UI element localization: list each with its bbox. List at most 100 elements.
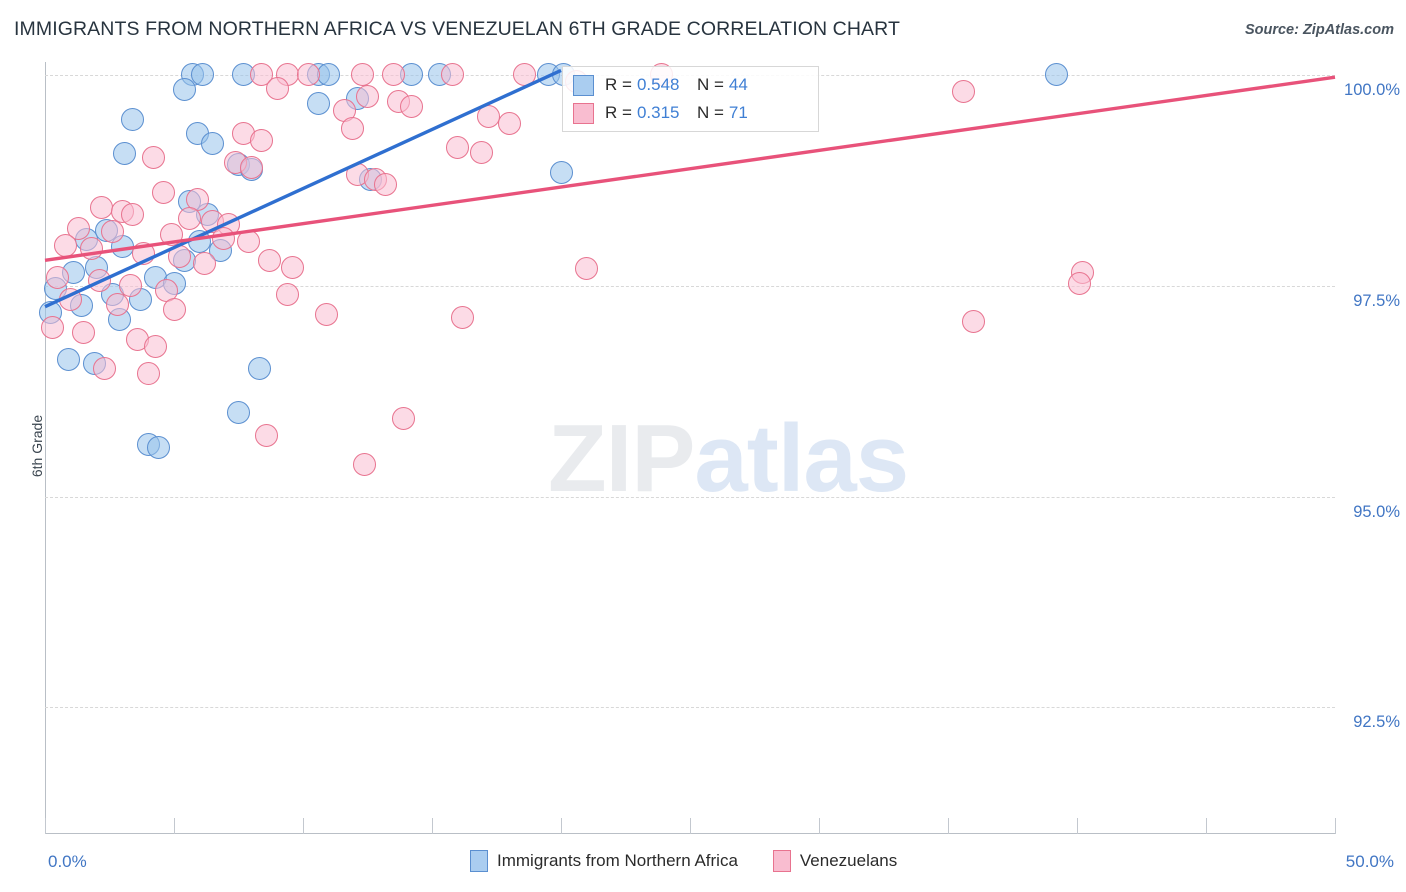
data-point[interactable] xyxy=(121,203,145,227)
data-point[interactable] xyxy=(477,105,501,129)
data-point[interactable] xyxy=(177,206,201,230)
gridline-975 xyxy=(45,285,1335,287)
data-point[interactable] xyxy=(201,132,225,156)
stats-r-value-blue: 0.548 xyxy=(636,75,680,94)
page-title: IMMIGRANTS FROM NORTHERN AFRICA VS VENEZ… xyxy=(14,18,900,40)
data-point[interactable] xyxy=(79,236,103,260)
data-point[interactable] xyxy=(381,63,405,87)
data-point[interactable] xyxy=(56,348,80,372)
data-point[interactable] xyxy=(247,356,271,380)
data-point[interactable] xyxy=(392,407,416,431)
data-point[interactable] xyxy=(211,226,235,250)
data-point[interactable] xyxy=(72,321,96,345)
data-point[interactable] xyxy=(340,117,364,141)
stats-r-value-pink: 0.315 xyxy=(636,103,680,122)
data-point[interactable] xyxy=(54,233,78,257)
data-point[interactable] xyxy=(356,85,379,109)
legend-label-immigrants-from-northern-africa: Immigrants from Northern Africa xyxy=(497,851,738,870)
data-point[interactable] xyxy=(469,140,493,164)
data-point[interactable] xyxy=(46,265,70,289)
data-point[interactable] xyxy=(162,297,186,321)
data-point[interactable] xyxy=(276,282,300,306)
data-point[interactable] xyxy=(136,361,160,385)
data-point[interactable] xyxy=(441,63,465,87)
x-tick-label: 0.0% xyxy=(48,852,87,871)
data-point[interactable] xyxy=(239,155,263,179)
data-point[interactable] xyxy=(250,128,274,152)
data-point[interactable] xyxy=(121,107,145,131)
data-point[interactable] xyxy=(41,316,65,340)
data-point[interactable] xyxy=(317,63,341,87)
data-point[interactable] xyxy=(446,135,470,159)
data-point[interactable] xyxy=(237,230,261,254)
data-point[interactable] xyxy=(451,306,475,330)
data-point[interactable] xyxy=(1068,272,1092,296)
data-point[interactable] xyxy=(257,248,281,272)
data-point[interactable] xyxy=(575,257,599,281)
data-point[interactable] xyxy=(497,112,521,136)
stats-row-immigrants-from-northern-africa: R = 0.548 N = 44 xyxy=(573,71,810,99)
data-point[interactable] xyxy=(353,452,377,476)
data-point[interactable] xyxy=(59,287,83,311)
data-point[interactable] xyxy=(227,400,250,424)
stats-swatch-pink xyxy=(573,102,594,124)
x-tick-mark xyxy=(1206,818,1207,834)
data-point[interactable] xyxy=(100,220,124,244)
stats-r-label-blue: R = xyxy=(605,75,632,94)
data-point[interactable] xyxy=(306,91,330,115)
series-legend: Immigrants from Northern Africa Venezuel… xyxy=(470,850,923,872)
data-point[interactable] xyxy=(141,145,165,169)
data-point[interactable] xyxy=(1044,63,1068,87)
y-tick-label: 95.0% xyxy=(1353,502,1400,521)
y-tick-label: 92.5% xyxy=(1353,713,1400,732)
data-point[interactable] xyxy=(172,78,196,102)
data-point[interactable] xyxy=(549,161,573,185)
data-point[interactable] xyxy=(513,63,537,87)
data-point[interactable] xyxy=(296,63,320,87)
data-point[interactable] xyxy=(92,356,116,380)
stats-swatch-blue xyxy=(573,74,594,96)
stats-r-label-pink: R = xyxy=(605,103,632,122)
y-tick-label: 97.5% xyxy=(1353,291,1400,310)
data-point[interactable] xyxy=(399,95,423,119)
x-tick-mark xyxy=(948,818,949,834)
data-point[interactable] xyxy=(951,80,975,104)
data-point[interactable] xyxy=(105,292,129,316)
data-point[interactable] xyxy=(159,223,183,247)
x-tick-mark xyxy=(1335,818,1336,834)
data-point[interactable] xyxy=(350,63,374,87)
data-point[interactable] xyxy=(188,230,212,254)
gridline-925 xyxy=(45,707,1335,709)
data-point[interactable] xyxy=(962,309,986,333)
stats-n-value-pink: 71 xyxy=(728,103,748,122)
data-point[interactable] xyxy=(87,269,111,293)
data-point[interactable] xyxy=(147,436,171,460)
data-point[interactable] xyxy=(131,242,155,266)
y-axis-line xyxy=(45,62,46,834)
legend-entry-venezuelans[interactable]: Venezuelans xyxy=(772,850,898,872)
x-tick-mark xyxy=(45,818,46,834)
x-tick-mark xyxy=(561,818,562,834)
y-axis-title: 6th Grade xyxy=(29,414,46,478)
data-point[interactable] xyxy=(90,196,114,220)
stats-row-venezuelans: R = 0.315 N = 71 xyxy=(573,99,810,127)
y-tick-label: 100.0% xyxy=(1344,80,1400,99)
data-point[interactable] xyxy=(255,424,279,448)
data-point[interactable] xyxy=(167,245,191,269)
legend-entry-immigrants-from-northern-africa[interactable]: Immigrants from Northern Africa xyxy=(470,850,738,872)
plot-area xyxy=(38,62,1335,834)
data-point[interactable] xyxy=(281,255,305,279)
data-point[interactable] xyxy=(152,181,176,205)
legend-label-venezuelans: Venezuelans xyxy=(799,851,898,870)
data-point[interactable] xyxy=(193,252,217,276)
x-tick-mark xyxy=(432,818,433,834)
data-point[interactable] xyxy=(144,334,168,358)
stats-n-label-pink: N = xyxy=(696,103,724,122)
x-tick-mark xyxy=(1077,818,1078,834)
data-point[interactable] xyxy=(314,302,338,326)
data-point[interactable] xyxy=(113,142,137,166)
data-point[interactable] xyxy=(374,172,398,196)
x-tick-mark xyxy=(819,818,820,834)
data-point[interactable] xyxy=(265,76,289,100)
